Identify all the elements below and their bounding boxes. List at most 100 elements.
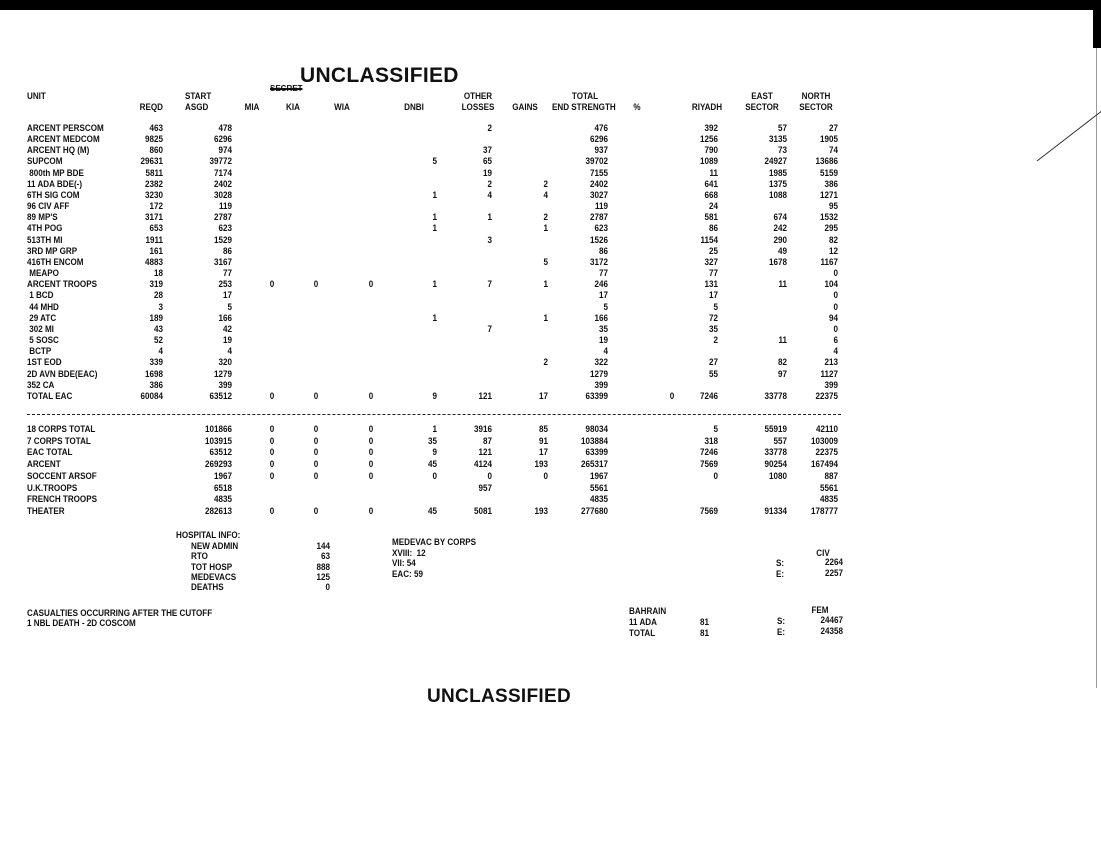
cell-riyadh: 24 <box>709 201 718 213</box>
total-cell-dnbi: 9 <box>432 447 437 459</box>
total-cell-east-sector: 557 <box>773 435 787 447</box>
hospital-item-value: 144 <box>316 541 330 552</box>
cell-north-sector: 0 <box>833 323 838 335</box>
cell-reqd: 28 <box>154 290 163 302</box>
total-cell-wia: 0 <box>368 505 374 517</box>
header-kia: KIA <box>286 102 300 113</box>
cell-east-sector: 24927 <box>764 156 787 168</box>
cell-other-losses: 7 <box>487 279 492 291</box>
cell-reqd: 3171 <box>145 212 163 224</box>
total-cell-wia: 0 <box>368 459 374 471</box>
cell-unit: 29 ATC <box>27 312 57 324</box>
cell-north-sector: 1532 <box>820 212 838 224</box>
cell-east-sector: 73 <box>778 145 787 157</box>
total-cell-gains: 91 <box>539 435 548 447</box>
cell-asgd: 39772 <box>209 156 232 168</box>
hospital-item-label: TOT HOSP <box>191 561 233 573</box>
cell-east-sector: 242 <box>773 223 787 235</box>
cell-riyadh: 11 <box>709 167 718 179</box>
cell-riyadh: 327 <box>704 256 718 268</box>
fem-s-value: 24467 <box>820 615 843 626</box>
cell-unit: TOTAL EAC <box>27 390 73 402</box>
cell-dnbi: 5 <box>432 156 437 168</box>
cell-end-strength: 7155 <box>590 167 608 179</box>
total-cell-kia: 0 <box>313 470 319 482</box>
total-cell-mia: 0 <box>269 435 275 447</box>
cell-end-strength: 1279 <box>590 368 608 380</box>
cell-riyadh: 72 <box>709 312 718 324</box>
cell-asgd: 7174 <box>214 167 232 179</box>
cell-unit: 3RD MP GRP <box>27 245 78 257</box>
total-cell-riyadh: 7246 <box>700 447 718 459</box>
header-east-bottom: SECTOR <box>745 102 779 113</box>
classification-bottom: UNCLASSIFIED <box>427 686 571 707</box>
cell-north-sector: 104 <box>824 279 838 291</box>
total-cell-north-sector: 42110 <box>815 424 838 435</box>
cell-end-strength: 39702 <box>585 156 608 168</box>
bahrain-row-value: 81 <box>700 627 709 639</box>
medevac-line: EAC: 59 <box>392 568 423 580</box>
total-cell-end-strength: 5561 <box>590 482 608 494</box>
header-north-bottom: SECTOR <box>799 102 833 113</box>
cell-end-strength: 937 <box>594 145 608 157</box>
cell-unit: 2D AVN BDE(EAC) <box>27 368 98 380</box>
cell-north-sector: 5159 <box>820 167 838 179</box>
cell-north-sector: 13686 <box>815 156 838 168</box>
cell-east-sector: 97 <box>778 368 787 380</box>
total-cell-wia: 0 <box>368 424 374 435</box>
total-cell-riyadh: 7569 <box>700 505 718 517</box>
cell-gains: 2 <box>543 212 548 224</box>
cell-north-sector: 4 <box>833 346 838 358</box>
cell-riyadh: 1089 <box>700 156 718 168</box>
total-cell-north-sector: 887 <box>824 470 838 482</box>
total-cell-end-strength: 98034 <box>585 424 608 435</box>
total-cell-end-strength: 103884 <box>581 435 608 447</box>
total-cell-east-sector: 33778 <box>764 447 787 459</box>
cell-other-losses: 4 <box>487 189 492 201</box>
cell-unit: ARCENT TROOPS <box>27 279 97 291</box>
header-other-top: OTHER <box>463 91 493 102</box>
cell-end-strength: 119 <box>594 201 608 213</box>
cell-asgd: 19 <box>223 335 232 347</box>
total-cell-wia: 0 <box>368 435 374 447</box>
cell-unit: 302 MI <box>27 323 54 335</box>
header-total-top: TOTAL <box>571 91 599 102</box>
cell-asgd: 399 <box>218 379 232 391</box>
scan-edge-line <box>1096 48 1097 688</box>
cell-asgd: 1529 <box>214 234 232 246</box>
cell-asgd: 119 <box>218 201 232 213</box>
cell-riyadh: 392 <box>704 123 718 134</box>
cell-riyadh: 27 <box>709 357 718 369</box>
total-cell-asgd: 63512 <box>209 447 232 459</box>
cell-reqd: 5811 <box>145 167 163 179</box>
cell-other-losses: 1 <box>487 212 492 224</box>
cell-end-strength: 6296 <box>590 134 608 146</box>
total-cell-east-sector: 91334 <box>764 505 787 517</box>
cell-east-sector: 674 <box>773 212 787 224</box>
cutoff-line: 1 NBL DEATH - 2D COSCOM <box>27 618 136 629</box>
total-cell-other-losses: 5081 <box>474 505 492 517</box>
cell-riyadh: 1256 <box>700 134 718 146</box>
civ-e-label: E: <box>776 569 785 580</box>
total-cell-dnbi: 45 <box>428 459 437 471</box>
total-cell-other-losses: 87 <box>483 435 492 447</box>
cell-riyadh: 55 <box>709 368 718 380</box>
hospital-item-label: NEW ADMIN <box>191 541 239 552</box>
cell-reqd: 60084 <box>140 390 163 402</box>
cell-north-sector: 6 <box>833 335 838 347</box>
cell-unit: 1ST EOD <box>27 357 62 369</box>
total-cell-end-strength: 63399 <box>585 447 608 459</box>
cell-gains: 2 <box>543 357 548 369</box>
total-cell-other-losses: 957 <box>478 482 492 494</box>
cell-east-sector: 1375 <box>769 178 787 190</box>
cell-east-sector: 82 <box>778 357 787 369</box>
cell-asgd: 17 <box>223 290 232 302</box>
cell-reqd: 386 <box>149 379 163 391</box>
medevac-line: VII: 54 <box>392 558 416 570</box>
hospital-item-value: 888 <box>316 561 330 573</box>
cell-north-sector: 1167 <box>820 256 838 268</box>
cell-gains: 5 <box>543 256 548 268</box>
cell-dnbi: 1 <box>432 223 437 235</box>
cell-asgd: 166 <box>218 312 232 324</box>
hospital-item-value: 63 <box>321 551 330 563</box>
